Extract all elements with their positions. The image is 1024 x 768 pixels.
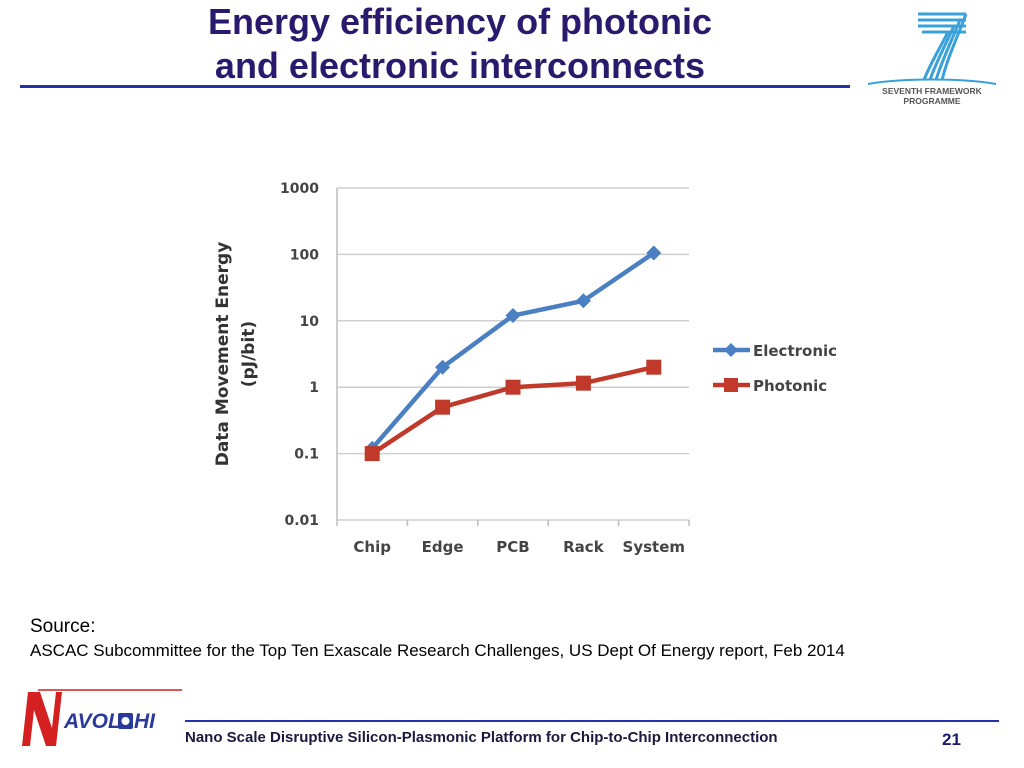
legend-marker-electronic [724, 343, 738, 357]
x-tick-label: Chip [353, 538, 391, 556]
data-point-electronic [505, 308, 521, 324]
x-tick-label: Rack [563, 538, 605, 556]
x-tick-label: Edge [422, 538, 464, 556]
y-axis-label-line-1: Data Movement Energy [213, 242, 233, 467]
data-point-electronic [435, 359, 451, 375]
page-number: 21 [942, 730, 961, 749]
title-line-1: Energy efficiency of photonic [207, 1, 713, 42]
x-tick-label: PCB [496, 538, 529, 556]
data-point-photonic [646, 359, 662, 375]
data-point-photonic [505, 379, 521, 395]
data-point-electronic [575, 293, 591, 309]
y-tick-label: 1000 [280, 181, 319, 197]
y-axis-label-line-2: (pJ/bit) [239, 321, 259, 387]
slide-title: Energy efficiency of photonic and electr… [150, 0, 770, 88]
data-point-photonic [364, 446, 380, 462]
series-line-electronic [370, 251, 656, 450]
legend-label-electronic: Electronic [753, 342, 837, 360]
x-tick-label: System [623, 538, 685, 556]
fp7-logo-text: SEVENTH FRAMEWORK PROGRAMME [862, 86, 1002, 106]
data-point-photonic [435, 399, 451, 415]
source-label: Source: [30, 616, 96, 637]
footer-rule [185, 720, 999, 722]
fp7-text-line-1: SEVENTH FRAMEWORK [882, 86, 982, 96]
data-point-photonic [575, 375, 591, 391]
legend-marker-photonic [724, 378, 738, 392]
fp7-text-line-2: PROGRAMME [903, 96, 961, 106]
navolchi-logo-icon: AVOL HI [22, 689, 182, 746]
y-tick-label: 0.01 [284, 513, 319, 529]
title-underline [20, 85, 850, 88]
fp7-logo-icon [867, 12, 997, 85]
nav-logo-wordmark: AVOL [63, 710, 121, 733]
y-tick-label: 0.1 [294, 447, 319, 463]
y-tick-label: 100 [290, 247, 319, 263]
y-tick-label: 10 [300, 314, 320, 330]
title-line-2: and electronic interconnects [214, 45, 706, 86]
legend-label-photonic: Photonic [753, 377, 827, 395]
source-citation: ASCAC Subcommittee for the Top Ten Exasc… [30, 641, 845, 660]
footer-project-title: Nano Scale Disruptive Silicon-Plasmonic … [185, 729, 778, 746]
y-tick-label: 1 [309, 380, 319, 396]
data-point-electronic [646, 245, 662, 261]
nav-logo-wordmark-end: HI [134, 710, 156, 733]
